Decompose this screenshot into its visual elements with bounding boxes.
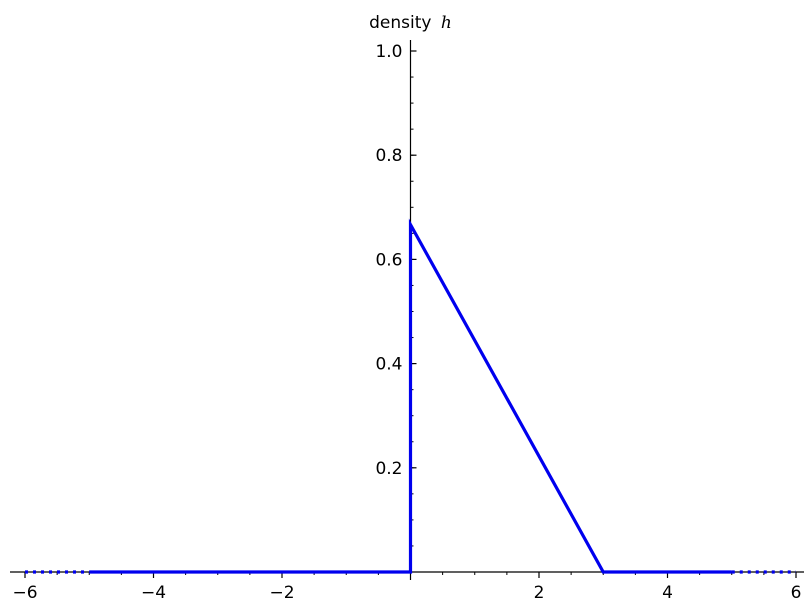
x-tick-label: −6 [12,583,37,601]
series-layer [25,218,796,574]
y-tick-label: 0.2 [375,459,402,479]
x-tick-label: −4 [141,583,166,601]
density-line [89,218,732,574]
y-tick-label: 0.6 [375,250,402,270]
y-tick-label: 0.8 [375,146,402,166]
x-tick-label: 6 [791,583,802,601]
x-tick-label: 2 [534,583,545,601]
y-axis-title-symbol: h [441,13,452,33]
y-axis-title-text: density [369,13,431,33]
y-tick-label: 0.4 [375,355,402,375]
y-axis-title: density h [369,13,452,33]
x-tick-label: 4 [662,583,673,601]
y-tick-label: 1.0 [375,42,402,62]
x-tick-label: −2 [269,583,294,601]
x-axis: −6 −4 −2 2 4 6 [10,571,804,601]
